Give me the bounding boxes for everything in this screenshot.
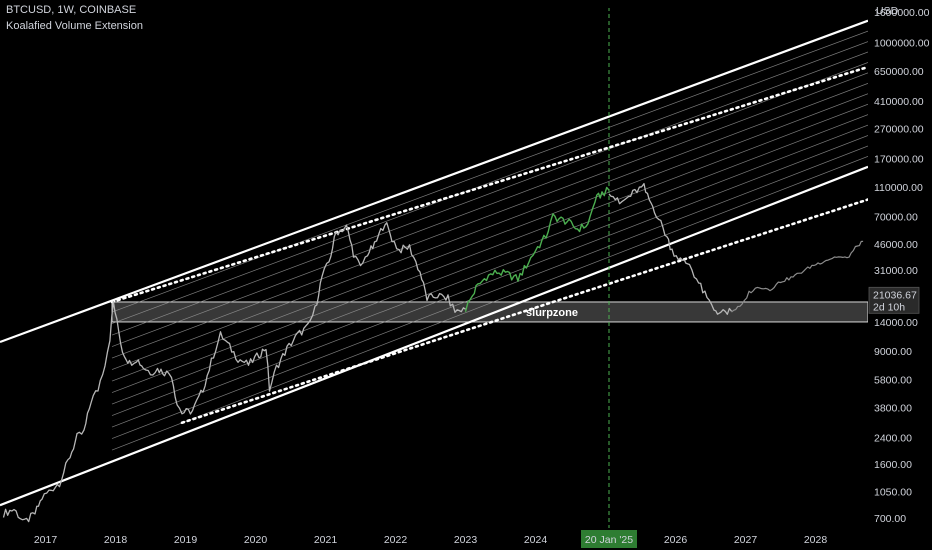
x-tick-label: 2027 — [734, 534, 758, 546]
y-tick-label: 1050.00 — [874, 486, 912, 498]
x-tick-label: 2017 — [34, 534, 58, 546]
current-price-badge — [868, 286, 920, 314]
y-tick-label: 3800.00 — [874, 402, 912, 414]
slurpzone-rect — [111, 301, 868, 323]
y-tick-label: 70000.00 — [874, 212, 918, 224]
price-series-history-2 — [608, 182, 733, 315]
y-tick-label: 31000.00 — [874, 265, 918, 277]
y-tick-label: 650000.00 — [874, 66, 924, 78]
channel-band-line — [111, 135, 868, 428]
channel-band-line — [111, 62, 868, 347]
channel-band-line — [111, 145, 868, 439]
x-tick-label: 2020 — [244, 534, 268, 546]
channel-band-line — [111, 93, 868, 382]
y-tick-label: 9000.00 — [874, 346, 912, 358]
vertical-marker-date-badge — [581, 530, 637, 548]
channel-band-line — [111, 41, 868, 324]
channel-band-line — [111, 103, 868, 393]
price-series-history-0 — [2, 222, 466, 523]
channel-upper-dotted — [110, 65, 868, 304]
channel-band-line — [111, 124, 868, 416]
channel-lower-dotted — [180, 198, 868, 425]
x-tick-label: 2023 — [454, 534, 478, 546]
y-tick-label: 170000.00 — [874, 154, 924, 166]
price-series-projection-3 — [731, 240, 864, 313]
y-tick-label: 1600000.00 — [874, 7, 930, 19]
channel-band-line — [111, 82, 868, 370]
y-tick-label: 5800.00 — [874, 375, 912, 387]
y-tick-label: 110000.00 — [874, 182, 923, 194]
price-series-highlight-1 — [464, 186, 610, 312]
channel-upper-solid — [0, 19, 868, 344]
channel-band-line — [111, 72, 868, 359]
channel-band-line — [111, 30, 868, 313]
y-tick-label: 270000.00 — [874, 123, 924, 135]
y-tick-label: 14000.00 — [874, 317, 918, 329]
y-tick-label: 1600.00 — [874, 459, 912, 471]
symbol-title: BTCUSD, 1W, COINBASE — [6, 4, 137, 16]
vertical-marker-date-label: 20 Jan '25 — [585, 534, 633, 546]
current-price-countdown: 2d 10h — [873, 301, 905, 313]
x-tick-label: 2021 — [314, 534, 338, 546]
y-tick-label: 410000.00 — [874, 96, 924, 108]
channel-band-line — [111, 114, 868, 405]
y-tick-label: 46000.00 — [874, 239, 918, 251]
slurpzone-label: slurpzone — [526, 307, 578, 319]
plot-area: slurpzone — [0, 8, 868, 528]
channel-band-line — [111, 51, 868, 336]
current-price-value: 21036.67 — [873, 289, 917, 301]
y-tick-label: 700.00 — [874, 513, 906, 525]
y-axis-currency-label: USD — [876, 5, 899, 17]
x-tick-label: 2022 — [384, 534, 408, 546]
x-tick-label: 2018 — [104, 534, 128, 546]
indicator-title: Koalafied Volume Extension — [6, 20, 143, 32]
x-tick-label: 2026 — [664, 534, 688, 546]
x-tick-label: 2019 — [174, 534, 198, 546]
channel-lower-solid — [0, 165, 868, 507]
y-tick-label: 1000000.00 — [874, 38, 930, 50]
x-tick-label: 2028 — [804, 534, 828, 546]
y-tick-label: 2400.00 — [874, 432, 912, 444]
x-tick-label: 2024 — [524, 534, 548, 546]
channel-band-line — [111, 156, 868, 451]
